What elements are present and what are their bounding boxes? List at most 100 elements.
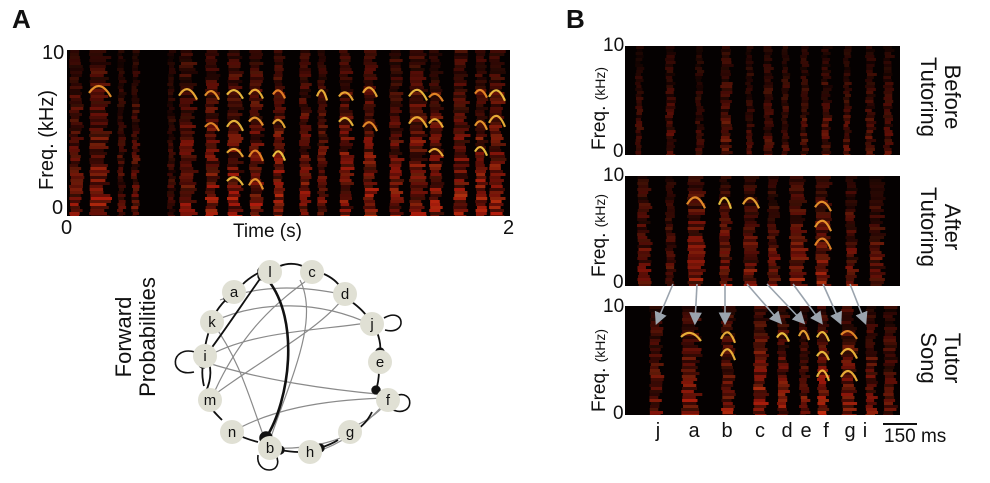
spectrogram-texture — [687, 239, 704, 242]
spectrogram-texture — [300, 134, 312, 137]
spectrogram-texture — [90, 95, 109, 98]
spectrogram-texture — [778, 327, 788, 330]
spectrogram-texture — [866, 309, 875, 312]
spectrogram-texture — [299, 203, 308, 206]
spectrogram-texture — [845, 209, 856, 212]
spectrogram-texture — [339, 194, 352, 197]
spectrogram-texture — [206, 74, 221, 77]
spectrogram-texture — [228, 206, 242, 209]
spectrogram-texture — [118, 74, 124, 77]
spectrogram-texture — [363, 167, 377, 170]
spectrogram-texture — [883, 103, 892, 106]
spectrogram-texture — [720, 139, 732, 142]
spectrogram-texture — [70, 104, 84, 107]
spectrogram-texture — [409, 167, 423, 170]
spectrogram-texture — [179, 137, 194, 140]
spectrogram-texture — [340, 212, 351, 215]
spectrogram-texture — [636, 85, 642, 88]
spectrogram-texture — [790, 254, 807, 257]
spectrogram-texture — [649, 405, 660, 408]
spectrogram-texture — [883, 372, 897, 375]
spectrogram-texture — [764, 94, 773, 97]
spectrogram-texture — [132, 110, 140, 113]
spectrogram-texture — [650, 330, 663, 333]
spectrogram-texture — [638, 284, 651, 286]
spectrogram-texture — [89, 161, 104, 164]
spectrogram-texture — [409, 209, 422, 212]
spectrogram-texture — [228, 65, 241, 68]
spectrogram-texture — [363, 173, 375, 176]
spectrogram-texture — [768, 248, 777, 251]
spectrogram-texture — [865, 133, 872, 136]
spectrogram-texture — [168, 50, 177, 53]
spectrogram-texture — [273, 155, 282, 158]
spectrogram-texture — [228, 131, 239, 134]
spectrogram-texture — [841, 336, 855, 339]
spectrogram-texture — [90, 209, 105, 212]
spectrogram-texture — [318, 182, 327, 185]
spectrogram-texture — [131, 92, 138, 95]
spectrogram-texture — [299, 74, 312, 77]
graph-node-label-n: n — [228, 424, 236, 441]
spectrogram-texture — [167, 191, 174, 194]
panel-a-xtick-left: 0 — [61, 217, 73, 239]
spectrogram-texture — [389, 203, 400, 206]
spectrogram-texture — [228, 215, 243, 216]
spectrogram-texture — [777, 375, 787, 378]
spectrogram-texture — [90, 197, 112, 200]
spectrogram-texture — [665, 61, 676, 64]
spectrogram-texture — [69, 212, 80, 215]
spectrogram-texture — [476, 149, 485, 152]
spectrogram-texture — [781, 139, 788, 142]
spectrogram-texture — [168, 77, 174, 80]
spectrogram-texture — [764, 118, 773, 121]
spectrogram-texture — [884, 345, 898, 348]
spectrogram-texture — [695, 67, 703, 70]
spectrogram-texture — [637, 245, 651, 248]
spectrogram-texture — [409, 50, 424, 53]
spectrogram-harmonic — [814, 219, 833, 232]
spectrogram-texture — [744, 251, 760, 254]
graph-node-m — [198, 388, 222, 412]
spectrogram-texture — [636, 133, 642, 136]
spectrogram-texture — [430, 200, 440, 203]
spectrogram-texture — [719, 188, 730, 191]
spectrogram-texture — [721, 363, 733, 366]
spectrogram-texture — [453, 209, 469, 212]
spectrogram-texture — [409, 62, 426, 65]
spectrogram-texture — [430, 62, 441, 65]
spectrogram-texture — [666, 245, 677, 248]
spectrogram-texture — [666, 55, 675, 58]
spectrogram-texture — [869, 266, 886, 269]
spectrogram-texture — [753, 333, 768, 336]
spectrogram-texture — [681, 411, 700, 414]
spectrogram-texture — [695, 154, 702, 155]
spectrogram-texture — [818, 384, 826, 387]
spectrogram-texture — [430, 95, 439, 98]
spectrogram-texture — [790, 245, 804, 248]
spectrogram-texture — [696, 49, 704, 52]
spectrogram-texture — [665, 278, 673, 281]
spectrogram-texture — [870, 221, 883, 224]
spectrogram-texture — [884, 49, 895, 52]
spectrogram-harmonic — [428, 118, 444, 128]
spectrogram-texture — [273, 110, 285, 113]
spectrogram-texture — [666, 88, 675, 91]
spectrogram-texture — [363, 149, 374, 152]
spectrogram-texture — [637, 209, 650, 212]
spectrogram-texture — [318, 134, 328, 137]
spectrogram-texture — [869, 176, 885, 179]
spectrogram-texture — [454, 56, 468, 59]
spectrogram-texture — [227, 197, 239, 200]
spectrogram-texture — [228, 137, 244, 140]
spectrogram-texture — [870, 242, 885, 245]
spectrogram-texture — [696, 145, 705, 148]
spectrogram-texture — [846, 227, 857, 230]
spectrogram-texture — [227, 83, 239, 86]
spectrogram-texture — [390, 179, 405, 182]
spectrogram-texture — [490, 122, 502, 125]
spectrogram-texture — [131, 116, 138, 119]
spectrogram-texture — [719, 266, 730, 269]
spectrogram-texture — [665, 46, 675, 49]
spectrogram-texture — [841, 309, 854, 312]
